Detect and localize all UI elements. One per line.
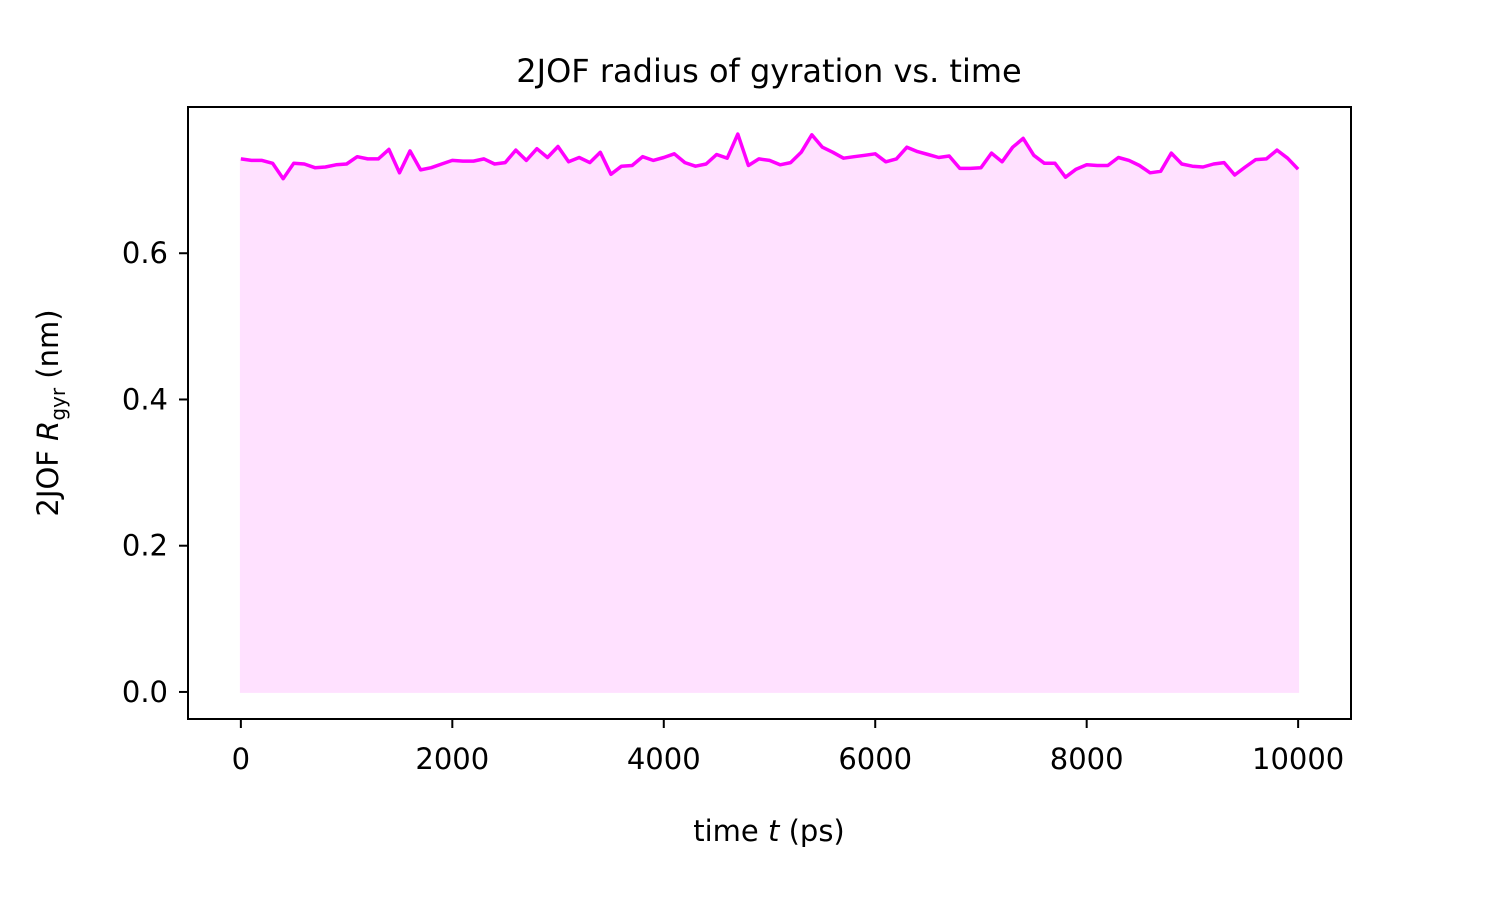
plot-frame	[187, 106, 1352, 720]
x-tick-label: 2000	[415, 742, 489, 776]
y-axis-ticks: 0.0 0.2 0.4 0.6	[122, 236, 188, 709]
x-tick-label: 10000	[1252, 742, 1344, 776]
x-axis-label: time t (ps)	[693, 814, 845, 848]
x-tick-label: 6000	[838, 742, 912, 776]
chart-title: 2JOF radius of gyration vs. time	[516, 52, 1021, 90]
x-tick-label: 8000	[1050, 742, 1124, 776]
rgyr-series-line	[240, 132, 1300, 181]
y-tick-label: 0.2	[122, 529, 168, 563]
x-axis-ticks: 0 2000 4000 6000 8000 10000	[232, 719, 1344, 776]
y-axis-label: 2JOF Rgyr (nm)	[31, 309, 70, 516]
rgyr-area-fill	[239, 131, 1300, 693]
x-tick-label: 0	[232, 742, 250, 776]
y-tick-label: 0.4	[122, 382, 168, 416]
y-tick-label: 0.6	[122, 236, 168, 270]
y-tick-label: 0.0	[122, 675, 168, 709]
x-tick-label: 4000	[627, 742, 701, 776]
